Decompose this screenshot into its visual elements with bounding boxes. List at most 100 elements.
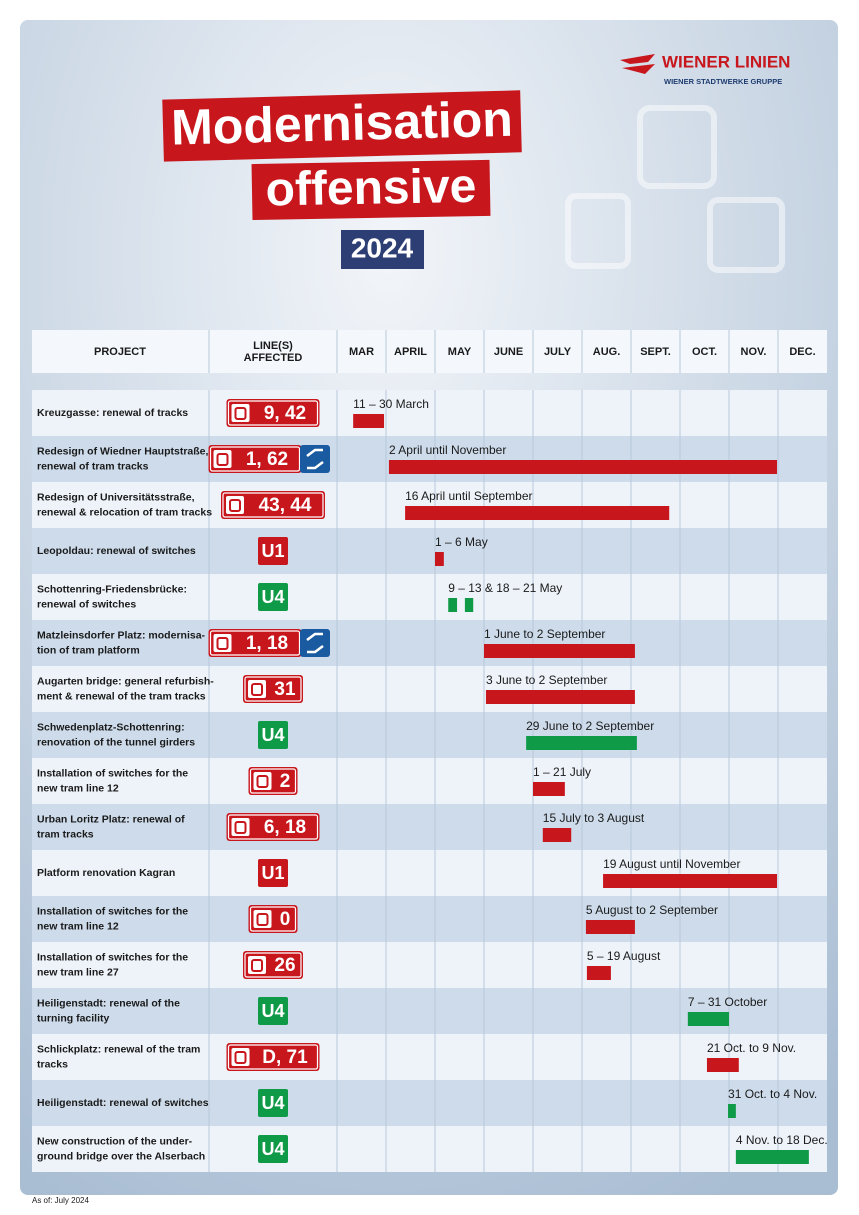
bar (485, 690, 635, 704)
title-box-1: Modernisation (162, 90, 522, 162)
row-bg (32, 436, 827, 482)
row-bg (32, 620, 827, 666)
x-tick-label: AUG. (593, 346, 621, 358)
row-bg (32, 574, 827, 620)
bar (435, 552, 444, 566)
project-name: New construction of the under- (37, 1135, 193, 1147)
project-name: Augarten bridge: general refurbish- (37, 675, 214, 687)
bar (585, 920, 635, 934)
project-name: Matzleinsdorfer Platz: modernisa- (37, 629, 206, 641)
period-label: 16 April until September (405, 489, 532, 503)
line-label: 31 (274, 679, 296, 700)
line-label: 43, 44 (259, 495, 312, 516)
line-badge (258, 997, 288, 1025)
period-label: 19 August until November (603, 857, 740, 871)
tram-glyph (234, 1051, 247, 1064)
bar (542, 828, 572, 842)
project-name: Schlickplatz: renewal of the tram (37, 1043, 200, 1055)
line-label: 26 (274, 955, 295, 976)
line-label: D, 71 (262, 1047, 308, 1068)
project-name: Platform renovation Kagran (37, 867, 175, 879)
project-name: turning facility (37, 1012, 109, 1024)
line-badge-border (209, 446, 301, 472)
line-label: U1 (261, 541, 284, 561)
period-label: 1 June to 2 September (484, 627, 605, 641)
project-name: Installation of switches for the (37, 905, 188, 917)
row-bg (32, 896, 827, 942)
row-bg (32, 712, 827, 758)
tram-glyph (251, 683, 263, 696)
year-box (341, 230, 424, 269)
project-name: renovation of the tunnel girders (37, 736, 195, 748)
line-badge (226, 1043, 320, 1071)
bar (706, 1058, 739, 1072)
bar (586, 966, 611, 980)
tram-glyph (234, 821, 247, 834)
line-badge-border (222, 492, 324, 518)
project-name: tram tracks (37, 828, 94, 840)
project-name: renewal of tram tracks (37, 460, 149, 472)
year: 2024 (351, 232, 414, 263)
project-name: tracks (37, 1058, 68, 1070)
line-label: 9, 42 (264, 403, 306, 424)
tram-glyph (216, 637, 229, 650)
transfer-glyph (306, 632, 324, 654)
bar (448, 598, 458, 612)
project-name: tion of tram platform (37, 644, 140, 656)
line-label: U4 (261, 725, 284, 745)
bar (687, 1012, 729, 1026)
line-badge (258, 1135, 288, 1163)
period-label: 9 – 13 & 18 – 21 May (448, 581, 562, 595)
footer: As of: July 2024 (32, 1196, 89, 1205)
line-badge-border (249, 768, 297, 794)
row-bg (32, 804, 827, 850)
period-label: 7 – 31 October (688, 995, 767, 1009)
line-badge-border (244, 952, 302, 978)
transfer-glyph (306, 448, 324, 470)
row-bg (32, 528, 827, 574)
period-label: 5 August to 2 September (586, 903, 718, 917)
x-tick-label: JUNE (494, 346, 523, 358)
project-name: Kreuzgasse: renewal of tracks (37, 407, 188, 419)
period-label: 2 April until November (389, 443, 506, 457)
transfer-icon (300, 445, 330, 473)
tram-glyph (256, 775, 269, 788)
project-name: Leopoldau: renewal of switches (37, 545, 196, 557)
project-name: renewal of switches (37, 598, 136, 610)
project-name: new tram line 12 (37, 782, 119, 794)
column-header: AFFECTED (244, 352, 303, 364)
line-label: 0 (280, 909, 291, 930)
row-bg (32, 482, 827, 528)
line-label: U4 (261, 587, 284, 607)
project-name: new tram line 12 (37, 920, 119, 932)
line-badge (258, 583, 288, 611)
title: offensive (265, 160, 477, 217)
tram-glyph (216, 453, 229, 466)
line-badge (208, 629, 302, 657)
row-bg (32, 1034, 827, 1080)
x-tick-label: NOV. (741, 346, 767, 358)
project-name: Installation of switches for the (37, 951, 188, 963)
vehicle-icons (565, 105, 785, 273)
x-tick-label: MAY (448, 346, 472, 358)
bar (405, 506, 670, 520)
bar (735, 1150, 809, 1164)
x-tick-label: MAR (349, 346, 374, 358)
project-name: Schwedenplatz-Schottenring: (37, 721, 185, 733)
logo-text: WIENER LINIEN (662, 52, 790, 71)
line-label: U4 (261, 1093, 284, 1113)
line-badge (208, 445, 302, 473)
line-badge (258, 721, 288, 749)
project-name: new tram line 27 (37, 966, 119, 978)
line-badge-border (244, 676, 302, 702)
row-bg (32, 1126, 827, 1172)
x-tick-label: JULY (544, 346, 572, 358)
x-tick-label: SEPT. (640, 346, 671, 358)
project-name: Installation of switches for the (37, 767, 188, 779)
tram-glyph (234, 407, 247, 420)
x-tick-label: APRIL (394, 346, 427, 358)
logo-sub: WIENER STADTWERKE GRUPPE (664, 77, 782, 86)
project-name: Schottenring-Friedensbrücke: (37, 583, 187, 595)
line-badge-border (209, 630, 301, 656)
